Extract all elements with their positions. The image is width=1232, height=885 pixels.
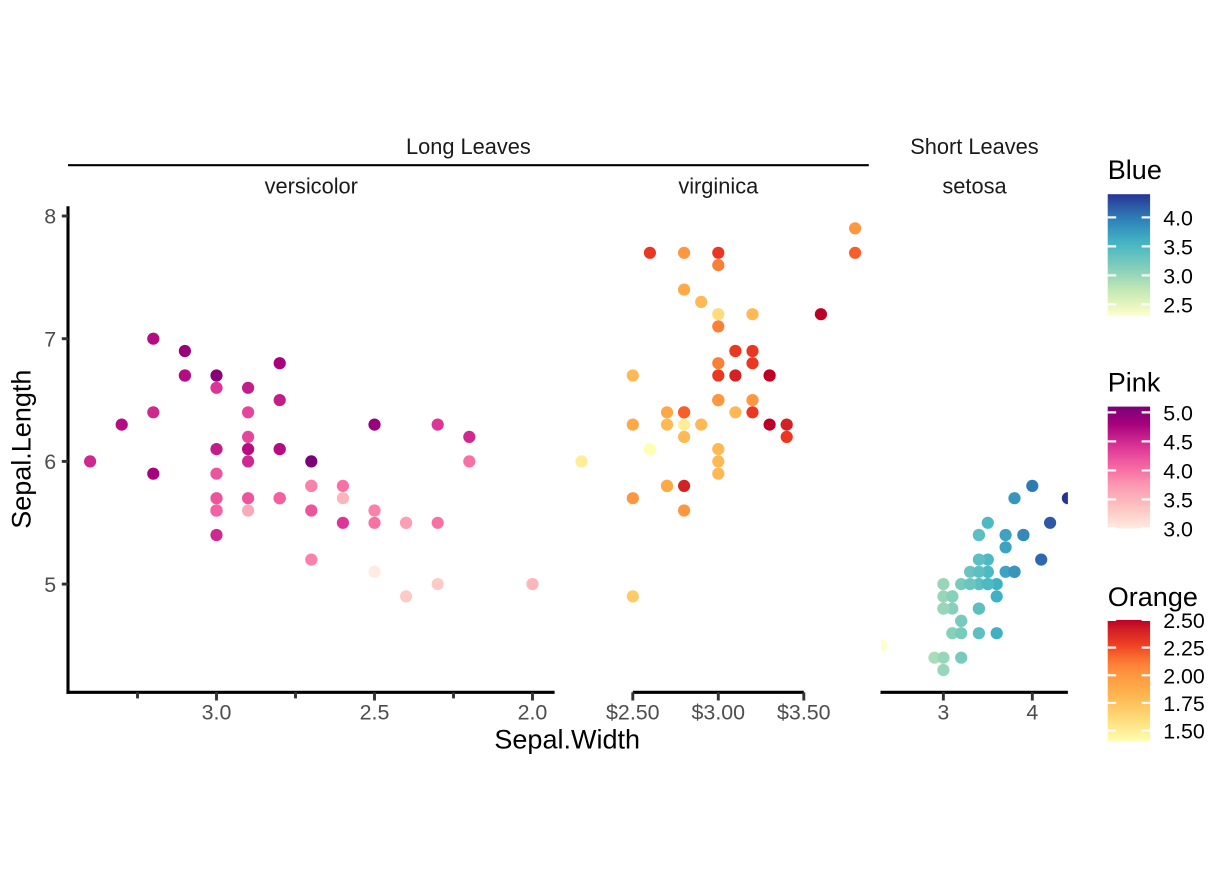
svg-text:4: 4 bbox=[1026, 701, 1038, 725]
svg-text:Orange: Orange bbox=[1108, 582, 1198, 612]
svg-text:5.0: 5.0 bbox=[1163, 402, 1193, 426]
svg-text:Long Leaves: Long Leaves bbox=[406, 134, 531, 159]
svg-text:Blue: Blue bbox=[1108, 155, 1162, 185]
svg-text:3: 3 bbox=[937, 701, 949, 725]
svg-text:4.0: 4.0 bbox=[1163, 460, 1193, 484]
svg-text:2.00: 2.00 bbox=[1163, 664, 1205, 688]
svg-text:3.0: 3.0 bbox=[1163, 518, 1193, 542]
svg-text:2.0: 2.0 bbox=[518, 701, 548, 725]
svg-text:5: 5 bbox=[44, 573, 56, 597]
svg-text:virginica: virginica bbox=[678, 173, 759, 198]
svg-text:1.75: 1.75 bbox=[1163, 692, 1205, 716]
svg-text:4.0: 4.0 bbox=[1163, 207, 1193, 231]
svg-text:2.5: 2.5 bbox=[1163, 294, 1193, 318]
svg-text:3.5: 3.5 bbox=[1163, 236, 1193, 260]
svg-text:setosa: setosa bbox=[942, 173, 1007, 198]
svg-text:3.5: 3.5 bbox=[1163, 489, 1193, 513]
svg-text:Sepal.Width: Sepal.Width bbox=[494, 724, 640, 754]
svg-text:Sepal.Length: Sepal.Length bbox=[7, 370, 37, 529]
svg-text:versicolor: versicolor bbox=[265, 173, 358, 198]
svg-text:$3.50: $3.50 bbox=[777, 701, 831, 725]
svg-text:3.0: 3.0 bbox=[1163, 265, 1193, 289]
svg-text:2.50: 2.50 bbox=[1163, 609, 1205, 633]
svg-text:$3.00: $3.00 bbox=[692, 701, 746, 725]
svg-text:$2.50: $2.50 bbox=[606, 701, 660, 725]
svg-text:Short Leaves: Short Leaves bbox=[910, 134, 1039, 159]
svg-text:3.0: 3.0 bbox=[202, 701, 232, 725]
svg-text:7: 7 bbox=[44, 327, 56, 351]
svg-text:4.5: 4.5 bbox=[1163, 431, 1193, 455]
svg-text:1.50: 1.50 bbox=[1163, 720, 1205, 744]
svg-text:2.5: 2.5 bbox=[360, 701, 390, 725]
svg-text:6: 6 bbox=[44, 450, 56, 474]
svg-text:8: 8 bbox=[44, 205, 56, 229]
svg-text:Pink: Pink bbox=[1108, 368, 1161, 398]
svg-text:2.25: 2.25 bbox=[1163, 637, 1205, 661]
